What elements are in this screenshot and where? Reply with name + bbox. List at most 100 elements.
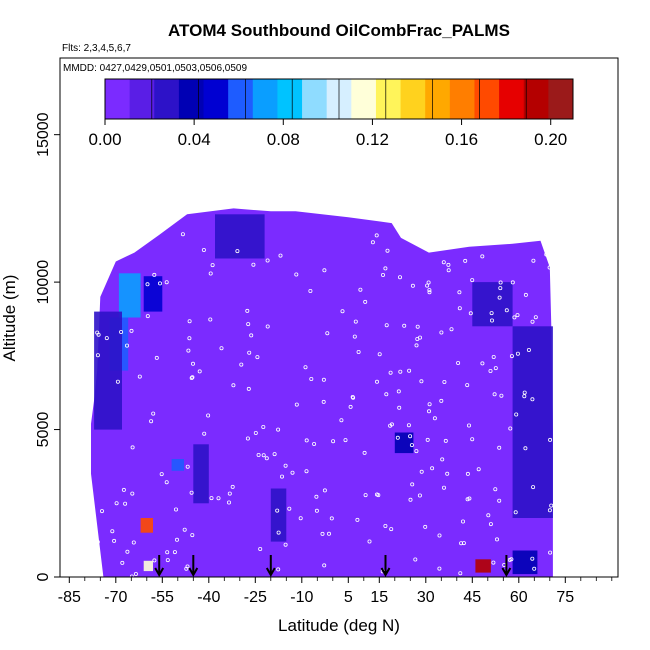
sample-point [437,566,442,571]
sample-point [384,323,389,328]
sample-point [189,375,194,380]
sample-point [417,493,422,498]
colorbar-swatch [548,79,574,119]
sample-point [219,346,224,351]
sample-point [123,501,128,506]
sample-point [504,308,509,313]
sample-point [95,540,100,545]
sample-point [423,524,428,529]
chart-title: ATOM4 Southbound OilCombFrac_PALMS [168,21,510,40]
heatmap-patch [512,550,538,575]
sample-point [152,558,157,563]
sample-point [348,404,353,409]
sample-point [322,488,327,493]
sample-point [406,423,411,428]
sample-point [367,539,372,544]
sample-point [549,503,554,508]
sample-point [480,361,485,366]
sample-point [104,336,109,341]
sample-point [427,402,432,407]
sample-point [427,288,432,293]
sample-point [320,531,325,536]
sample-point [410,283,415,288]
sample-point [508,426,513,431]
x-tick-label: 30 [417,589,435,606]
sample-point [131,540,136,545]
sample-point [255,355,260,360]
sample-point [383,266,388,271]
sample-point [544,252,549,257]
sample-point [226,500,231,505]
sample-point [95,353,100,358]
colorbar-frame [104,78,574,120]
sample-point [465,471,470,476]
dates-label: MMDD: 0427,0429,0501,0503,0506,0509 [63,63,247,74]
y-axis-label: Altitude (m) [0,275,19,362]
heatmap-background [91,208,553,577]
sample-point [340,309,345,314]
sample-point [388,423,393,428]
colorbar-swatch [375,79,402,119]
sample-point [265,258,270,263]
sample-point [208,317,213,322]
sample-point [370,240,375,245]
sample-point [497,295,502,300]
heatmap-patch [512,326,553,518]
sample-point [276,427,281,432]
sample-point [363,299,368,304]
sample-point [129,328,134,333]
sample-point [491,560,496,565]
sample-point [514,412,519,417]
sample-point [383,524,388,529]
sample-point [247,350,252,355]
heatmap-patch [394,432,414,454]
x-tick-label: 60 [510,589,528,606]
sample-point [408,434,413,439]
sample-point [120,560,125,565]
colorbar-swatch [523,79,549,119]
sample-point [112,538,117,543]
flight-arrow-head [380,567,391,578]
sample-point [239,362,244,367]
sample-point [210,263,215,268]
sample-point [145,282,150,287]
flights-label: Flts: 2,3,4,5,6,7 [62,43,131,54]
sample-point [426,280,431,285]
sample-point [488,368,493,373]
x-tick-label: 45 [463,589,481,606]
sample-point [325,331,330,336]
sample-point [209,496,214,501]
sample-point [384,392,389,397]
sample-point [151,411,156,416]
x-tick-label: -85 [58,589,81,606]
sample-point [530,319,535,324]
sample-point [441,485,446,490]
sample-point [235,249,240,254]
sample-point [489,318,494,323]
sample-point [125,549,130,554]
sample-point [515,351,520,356]
sample-point [430,466,435,471]
sample-point [283,542,288,547]
colorbar-swatch [277,79,303,119]
sample-point [304,469,309,474]
sample-point [246,386,251,391]
sample-point [174,537,179,542]
sample-point [522,394,527,399]
colorbar-tick-label: 0.12 [356,130,389,149]
sample-point [492,392,497,397]
sample-point [397,275,402,280]
x-tick-label: -55 [151,589,174,606]
sample-point [465,383,470,388]
sample-point [351,395,356,400]
sample-point [185,464,190,469]
sample-point [164,280,169,285]
sample-point [445,471,450,476]
sample-point [190,361,195,366]
sample-point [326,531,331,536]
y-tick-label: 15000 [35,112,52,157]
colorbar-swatch [178,79,205,119]
sample-point [466,423,471,428]
x-tick-label: -25 [244,589,267,606]
sample-point [145,314,150,319]
